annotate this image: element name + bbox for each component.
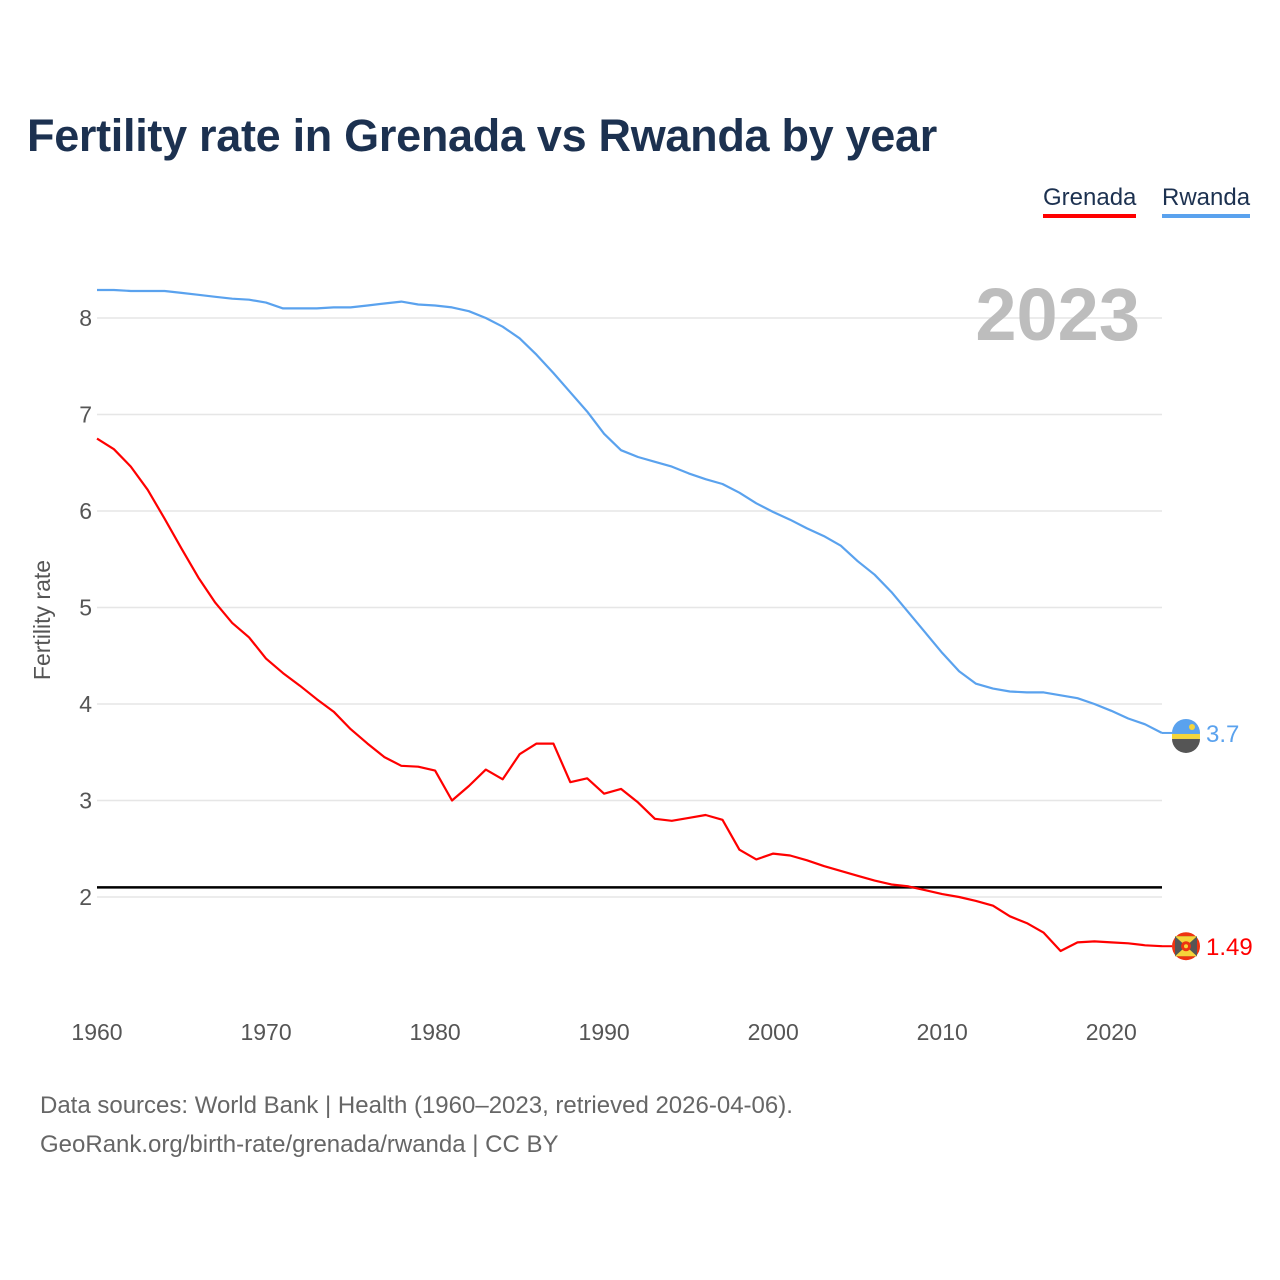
x-tick-label: 1980	[410, 1019, 461, 1045]
source-note: Data sources: World Bank | Health (1960–…	[40, 1086, 793, 1164]
x-tick-label: 1960	[71, 1019, 122, 1045]
series-line-grenada	[96, 437, 1163, 953]
y-axis-label: Fertility rate	[29, 560, 55, 680]
flag-part	[1172, 733, 1200, 739]
y-tick-label: 8	[79, 305, 92, 331]
legend-item-grenada[interactable]: Grenada	[1043, 184, 1137, 218]
x-tick-label: 2000	[748, 1019, 799, 1045]
y-tick-label: 3	[79, 788, 92, 814]
year-label: 2023	[975, 273, 1140, 356]
end-value-label-grenada: 1.49	[1206, 934, 1253, 961]
flag-part	[1184, 944, 1188, 949]
y-tick-label: 6	[79, 498, 92, 524]
x-tick-label: 2020	[1086, 1019, 1137, 1045]
source-line-1: Data sources: World Bank | Health (1960–…	[40, 1092, 793, 1119]
legend-item-rwanda[interactable]: Rwanda	[1162, 184, 1251, 218]
flag-icon-grenada	[1172, 932, 1200, 961]
flag-icon-rwanda	[1172, 718, 1200, 753]
x-tick-label: 1970	[240, 1019, 291, 1045]
y-tick-label: 7	[79, 402, 92, 428]
flag-part	[1189, 723, 1195, 730]
flag-part	[1172, 738, 1200, 753]
end-value-label-rwanda: 3.7	[1206, 721, 1239, 748]
chart-title: Fertility rate in Grenada vs Rwanda by y…	[27, 110, 937, 161]
y-tick-label: 2	[79, 884, 92, 910]
series-line-rwanda	[97, 288, 1163, 734]
x-tick-label: 2010	[917, 1019, 968, 1045]
source-line-2[interactable]: GeoRank.org/birth-rate/grenada/rwanda | …	[40, 1131, 559, 1158]
y-tick-label: 5	[79, 595, 92, 621]
x-tick-label: 1990	[579, 1019, 630, 1045]
y-tick-label: 4	[79, 691, 92, 717]
